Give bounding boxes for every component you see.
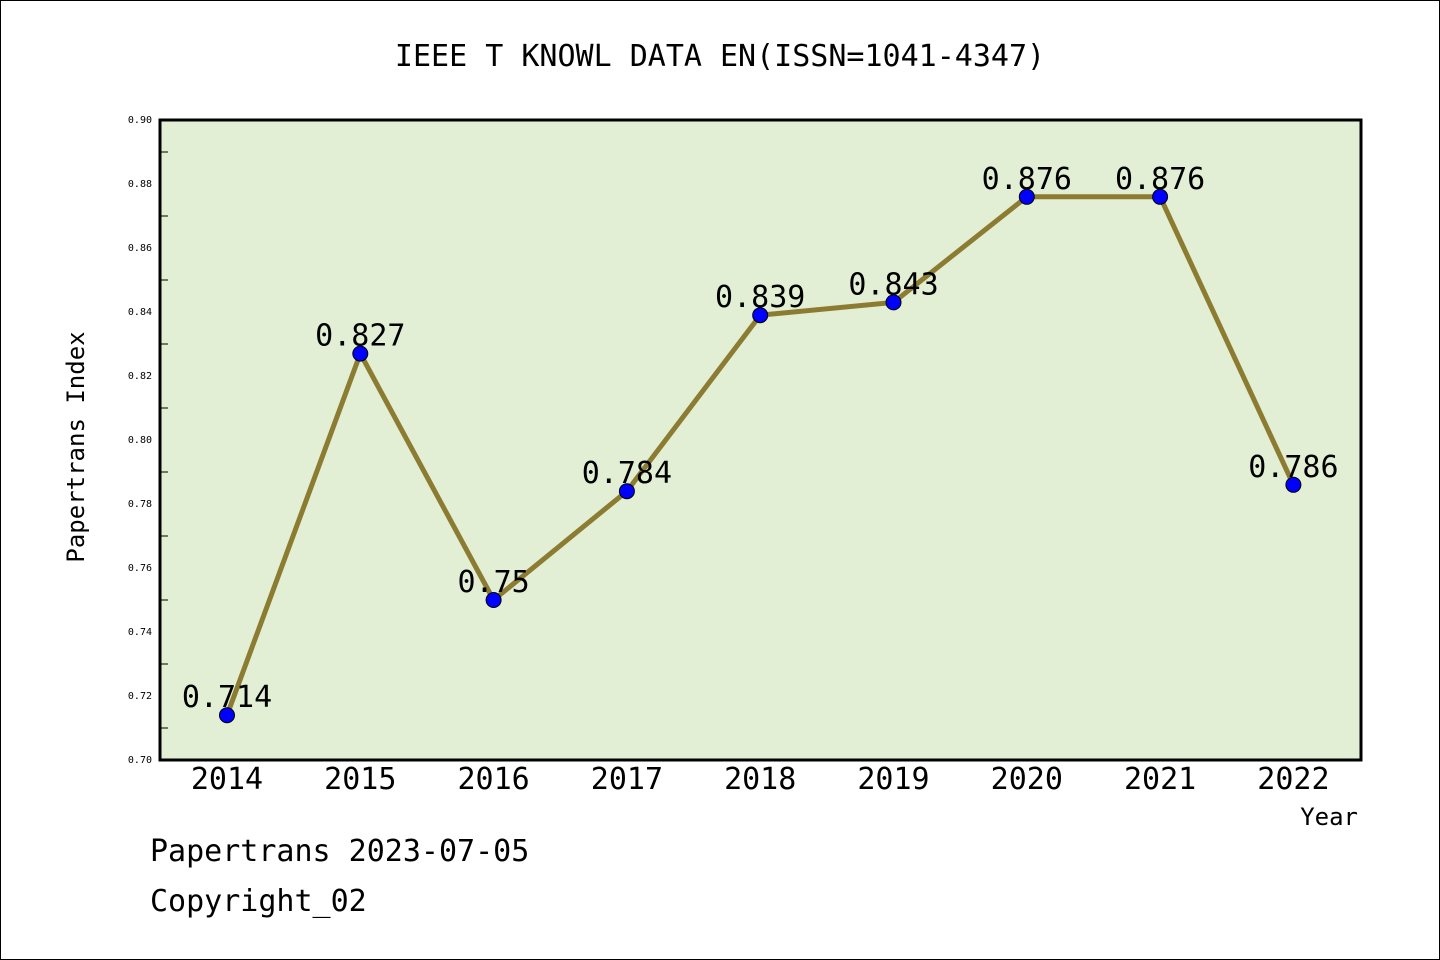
y-tick-label: 0.78 [128,499,152,510]
y-tick-label: 0.88 [128,179,152,190]
data-point-marker [485,592,502,608]
x-tick-label: 2014 [191,762,263,797]
footer-copyright: Copyright_02 [150,884,367,919]
data-point-marker [219,707,235,724]
y-tick-label: 0.86 [128,243,152,254]
footer-date: Papertrans 2023-07-05 [150,834,530,869]
y-axis-minor-ticks [160,151,168,729]
data-point-marker [618,483,635,500]
y-tick-label: 0.80 [128,435,152,446]
data-label: 0.714 [182,680,272,715]
x-tick-label: 2021 [1124,762,1196,797]
data-label: 0.786 [1248,450,1338,485]
data-markers [219,188,1302,724]
y-tick-label: 0.76 [128,563,152,574]
x-axis-label: Year [1300,803,1358,831]
data-point-marker [885,294,902,311]
y-axis-label: Papertrans Index [62,331,90,562]
data-label: 0.843 [848,267,938,302]
y-tick-label: 0.90 [128,115,152,126]
x-tick-label: 2015 [324,762,396,797]
y-tick-label: 0.72 [128,691,152,702]
x-axis-tick-labels: 2014 2015 2016 2017 2018 2019 2020 2021 2022 [191,762,1330,797]
x-tick-label: 2020 [991,762,1063,797]
data-label: 0.839 [715,280,805,315]
x-tick-label: 2018 [724,762,796,797]
data-labels: 0.714 0.827 0.75 0.784 0.839 0.843 0.876 0.876 0… [182,162,1339,715]
data-point-marker [1152,188,1169,205]
x-tick-label: 2016 [457,762,529,797]
x-tick-label: 2017 [591,762,663,797]
x-tick-label: 2022 [1257,762,1329,797]
y-axis-tick-labels: 0.70 0.72 0.74 0.76 0.78 0.80 0.82 0.84 0.86 0.88… [128,115,152,766]
y-tick-label: 0.74 [128,627,152,638]
data-label: 0.876 [982,162,1072,197]
plot-area [158,118,1363,762]
y-tick-label: 0.84 [128,307,152,318]
data-point-marker [752,307,769,324]
data-point-marker [1018,188,1035,205]
x-tick-label: 2019 [857,762,929,797]
data-point-marker [352,345,369,362]
data-label: 0.876 [1115,162,1205,197]
data-label: 0.784 [582,456,672,491]
data-label: 0.75 [457,565,529,600]
y-tick-label: 0.70 [128,755,152,766]
data-label: 0.827 [315,319,405,354]
chart-title: IEEE T KNOWL DATA EN(ISSN=1041-4347) [395,39,1045,74]
data-point-marker [1285,476,1302,493]
y-tick-label: 0.82 [128,371,152,382]
